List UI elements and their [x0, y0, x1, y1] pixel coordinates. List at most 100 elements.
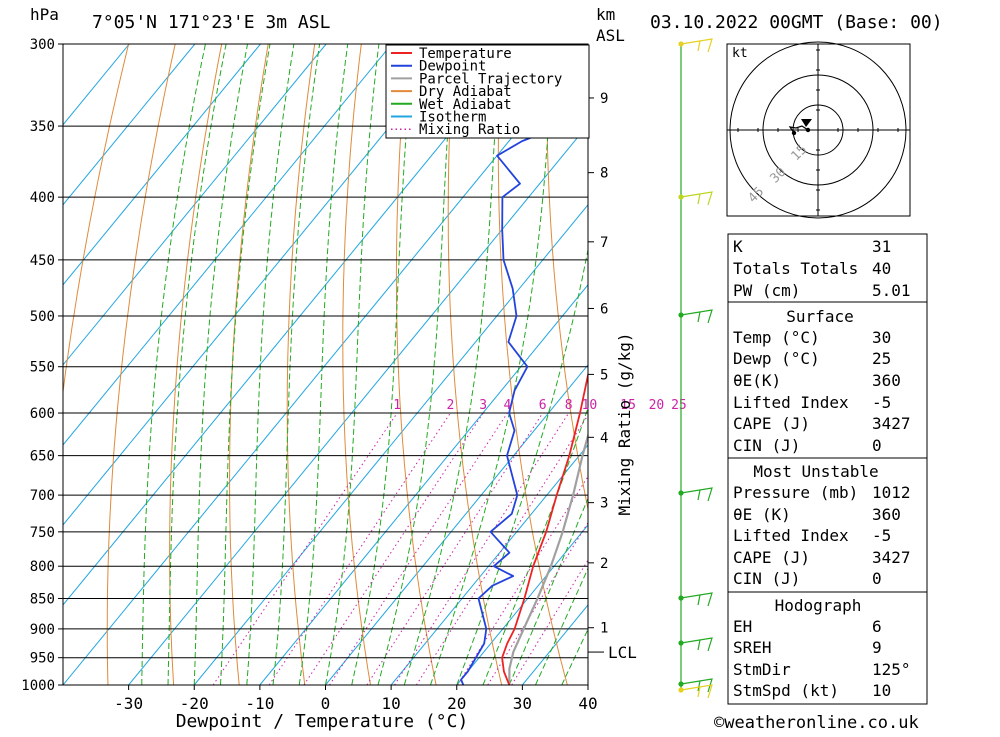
- pressure-tick-label: 700: [30, 488, 55, 504]
- pressure-tick-label: 500: [30, 309, 55, 325]
- x-axis-label: Dewpoint / Temperature (°C): [176, 711, 469, 732]
- pressure-tick-label: 950: [30, 651, 55, 667]
- km-tick-label: 1: [600, 621, 608, 637]
- mu-value: 1012: [872, 483, 911, 502]
- idx-value: 31: [872, 237, 891, 256]
- mixing-ratio-label: 4: [503, 398, 511, 413]
- hodo-point: [792, 131, 796, 135]
- surface-value: 3427: [872, 414, 911, 433]
- hodo-stat-value: 10: [872, 681, 891, 700]
- mu-label: θE (K): [733, 505, 791, 524]
- surface-value: 360: [872, 371, 901, 390]
- mu-label: CAPE (J): [733, 548, 810, 567]
- mixing-ratio-label: 8: [565, 398, 573, 413]
- surface-label: CIN (J): [733, 436, 800, 455]
- wind-barb-feather: [698, 640, 700, 650]
- idx-label: K: [733, 237, 743, 256]
- mixing-ratio-label: 2: [446, 398, 454, 413]
- dry-adiabat-line: [594, 44, 699, 685]
- wind-barb-feather: [698, 312, 700, 322]
- idx-value: 40: [872, 259, 891, 278]
- mu-value: 3427: [872, 548, 911, 567]
- mu-label: CIN (J): [733, 569, 800, 588]
- wind-barb-feather: [698, 490, 700, 500]
- idx-value: 5.01: [872, 281, 911, 300]
- mixing-ratio-label: 10: [582, 398, 598, 413]
- pressure-tick-label: 900: [30, 622, 55, 638]
- datetime-title: 03.10.2022 00GMT (Base: 00): [650, 12, 943, 33]
- km-tick-label: 2: [600, 556, 608, 572]
- mixing-ratio-axis-label: Mixing Ratio (g/kg): [615, 332, 634, 515]
- surface-label: Temp (°C): [733, 328, 820, 347]
- mu-value: 360: [872, 505, 901, 524]
- pressure-tick-label: 450: [30, 253, 55, 269]
- hodo-stat-value: 6: [872, 617, 882, 636]
- mixing-ratio-label: 1: [393, 398, 401, 413]
- hpa-label: hPa: [30, 5, 59, 24]
- pressure-tick-label: 300: [30, 37, 55, 53]
- idx-label: Totals Totals: [733, 259, 858, 278]
- hodograph-unit: kt: [732, 46, 748, 61]
- pressure-tick-label: 750: [30, 525, 55, 541]
- location-title: 7°05'N 171°23'E 3m ASL: [92, 12, 331, 33]
- pressure-tick-label: 350: [30, 119, 55, 135]
- mu-label: Pressure (mb): [733, 483, 858, 502]
- hodo-stat-value: 9: [872, 638, 882, 657]
- asl-label: ASL: [596, 26, 625, 45]
- mu-label: Lifted Index: [733, 526, 849, 545]
- hodo-stat-label: EH: [733, 617, 752, 636]
- wind-barb: [681, 310, 712, 323]
- surface-value: -5: [872, 393, 891, 412]
- wind-barb-feather: [698, 595, 700, 605]
- mixing-ratio-label: 3: [479, 398, 487, 413]
- mixing-ratio-label: 25: [671, 398, 687, 413]
- wind-barb: [681, 593, 712, 606]
- pressure-tick-label: 800: [30, 559, 55, 575]
- legend-label: Mixing Ratio: [419, 122, 520, 138]
- km-tick-label: 6: [600, 301, 608, 317]
- mixing-ratio-label: 20: [649, 398, 665, 413]
- surface-label: CAPE (J): [733, 414, 810, 433]
- km-tick-label: 9: [600, 91, 608, 107]
- wind-barb: [681, 192, 712, 205]
- temp-tick-label: 40: [578, 694, 597, 713]
- surface-title: Surface: [786, 307, 853, 326]
- surface-label: θE(K): [733, 371, 781, 390]
- wind-barb: [681, 685, 712, 698]
- pressure-tick-label: 600: [30, 406, 55, 422]
- surface-value: 30: [872, 328, 891, 347]
- most-unstable-title: Most Unstable: [753, 462, 878, 481]
- hodo-stat-value: 125°: [872, 660, 911, 679]
- hodo-stat-label: SREH: [733, 638, 772, 657]
- surface-label: Dewp (°C): [733, 349, 820, 368]
- km-tick-label: 5: [600, 367, 608, 383]
- hodo-stat-label: StmDir: [733, 660, 791, 679]
- surface-label: Lifted Index: [733, 393, 849, 412]
- hodo-point: [806, 128, 810, 132]
- surface-value: 25: [872, 349, 891, 368]
- mu-value: 0: [872, 569, 882, 588]
- surface-value: 0: [872, 436, 882, 455]
- mu-value: -5: [872, 526, 891, 545]
- pressure-tick-label: 650: [30, 449, 55, 465]
- km-tick-label: 7: [600, 235, 608, 251]
- dry-adiabat-line: [920, 44, 1000, 685]
- wind-barb: [681, 638, 712, 651]
- lcl-label: LCL: [608, 643, 637, 662]
- idx-label: PW (cm): [733, 281, 800, 300]
- temp-tick-label: 30: [513, 694, 532, 713]
- pressure-tick-label: 550: [30, 360, 55, 376]
- wind-barb-feather: [698, 41, 700, 51]
- wind-barb-feather: [698, 194, 700, 204]
- hodo-stat-label: StmSpd (kt): [733, 681, 839, 700]
- hodograph-title: Hodograph: [775, 596, 862, 615]
- km-tick-label: 8: [600, 166, 608, 182]
- pressure-tick-label: 1000: [21, 678, 55, 694]
- wind-barb: [681, 39, 712, 52]
- mixing-ratio-label: 6: [539, 398, 547, 413]
- stats-table: K 31 Totals Totals 40 PW (cm) 5.01 Surfa…: [728, 234, 927, 704]
- temp-tick-label: -30: [114, 694, 143, 713]
